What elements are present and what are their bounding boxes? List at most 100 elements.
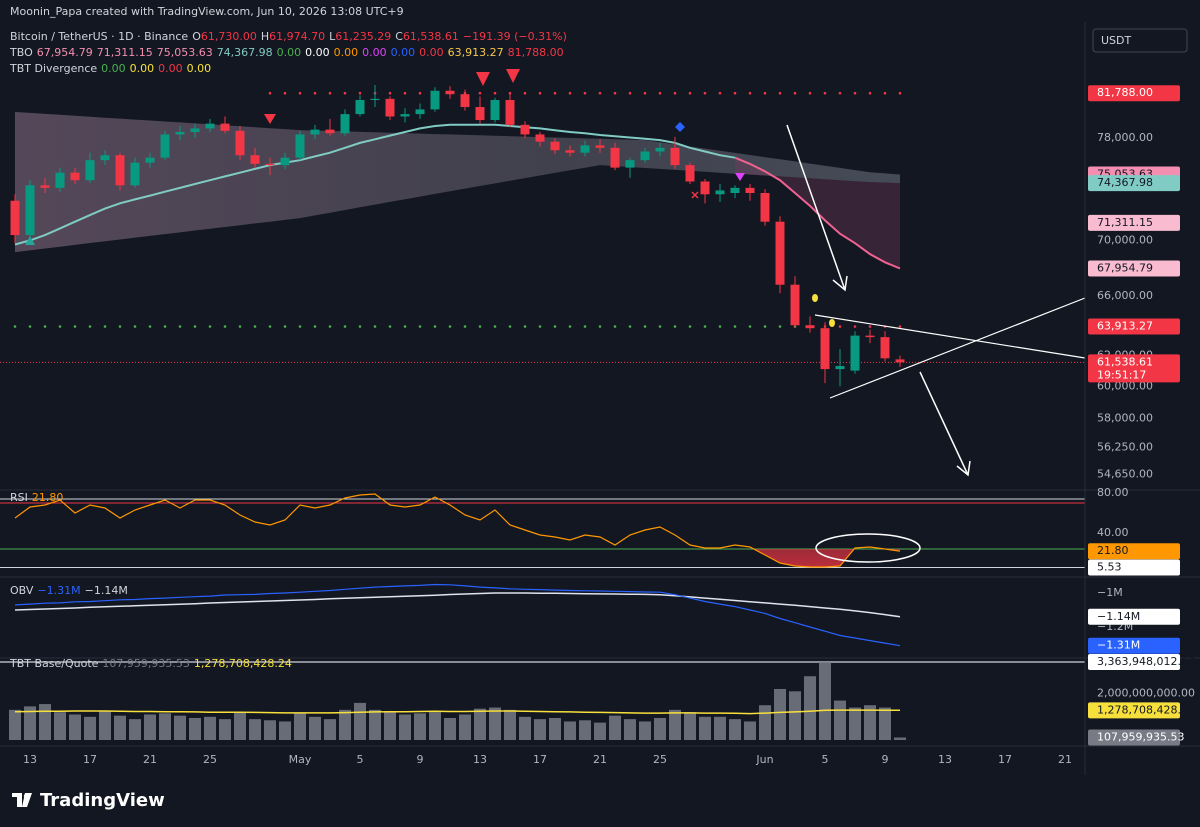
trendline — [829, 297, 1086, 399]
candle-body — [760, 192, 770, 222]
level-dot — [403, 91, 407, 95]
indicator-value: 0.00 — [362, 46, 387, 59]
level-dot — [508, 91, 512, 95]
volume-bar — [354, 702, 366, 740]
volume-bar — [369, 709, 381, 740]
level-dot — [88, 325, 92, 328]
candle-body — [610, 147, 620, 168]
price-badge-label: 71,311.15 — [1097, 216, 1153, 229]
indicator-line: TBO 67,954.79 71,311.15 75,053.63 74,367.98 0… — [10, 46, 568, 62]
candle-body — [745, 187, 755, 193]
level-dot — [583, 91, 587, 95]
level-dot — [703, 91, 707, 95]
volume-bar — [39, 704, 51, 740]
volume-bar — [594, 722, 606, 740]
signal-marker — [476, 72, 490, 86]
level-dot — [898, 91, 902, 95]
price-badge — [1088, 318, 1180, 335]
candle-body — [55, 172, 65, 188]
level-dot — [778, 325, 782, 328]
level-dot — [748, 91, 752, 95]
volume-bar — [534, 719, 546, 740]
volume-bar — [789, 691, 801, 740]
price-badge-label: 5.53 — [1097, 560, 1122, 573]
candle-body — [40, 185, 50, 188]
volume-bar — [129, 719, 141, 740]
indicator-value: 0.00 — [305, 46, 330, 59]
volume-bar — [414, 713, 426, 740]
indicator-value: 0.00 — [419, 46, 444, 59]
ohlc-value: 61,730.00 — [200, 30, 257, 43]
indicator-value: 74,367.98 — [216, 46, 273, 59]
volume-bar — [714, 716, 726, 740]
volume-bar — [654, 717, 666, 740]
pane-title: RSI — [10, 491, 28, 504]
footer — [0, 775, 1200, 827]
x-tick-label: 13 — [473, 753, 487, 766]
price-badge-label: 74,367.98 — [1097, 176, 1153, 189]
level-dot — [778, 91, 782, 95]
y-tick-label: 40.00 — [1097, 526, 1129, 539]
currency-button[interactable] — [1092, 28, 1188, 53]
indicator-value: 0.00 — [101, 62, 126, 75]
level-dot — [268, 91, 272, 95]
level-dot — [598, 325, 602, 328]
level-dot — [898, 325, 902, 328]
candle-body — [505, 100, 515, 125]
level-dot — [688, 91, 692, 95]
level-dot — [583, 325, 587, 328]
signal-marker — [691, 191, 699, 199]
volume-bar — [234, 712, 246, 740]
arrow-head — [956, 460, 971, 477]
level-dot — [883, 91, 887, 95]
y-tick-label: 2,000,000,000.00 — [1097, 687, 1195, 700]
candle-body — [85, 160, 95, 181]
level-dot — [763, 91, 767, 95]
volume-bar — [279, 721, 291, 740]
level-dot — [868, 325, 872, 328]
candle-body — [415, 109, 425, 115]
price-badge — [1088, 637, 1180, 654]
level-dot — [823, 91, 827, 95]
candle-body — [130, 162, 140, 186]
level-dot — [613, 91, 617, 95]
candle-body — [175, 132, 185, 135]
level-dot — [493, 91, 497, 95]
price-badge-label: 81,788.00 — [1097, 86, 1153, 99]
level-dot — [418, 325, 422, 328]
price-badge-label: −1.14M — [1097, 610, 1140, 623]
price-badge — [1088, 175, 1180, 192]
level-dot — [343, 91, 347, 95]
volume-bar — [69, 714, 81, 740]
price-badge — [1088, 354, 1180, 383]
volume-bar — [339, 709, 351, 740]
volume-bar — [309, 716, 321, 740]
candle-body — [550, 141, 560, 151]
indicator-value: 75,053.63 — [156, 46, 213, 59]
level-dot — [838, 91, 842, 95]
candle-body — [355, 100, 365, 115]
pane-value: 21.80 — [31, 491, 64, 504]
obv-line — [14, 583, 901, 647]
volume-bar — [819, 661, 831, 740]
volume-bar — [729, 719, 741, 740]
candle-body — [205, 123, 215, 129]
volume-bar — [9, 709, 21, 740]
candle-body — [655, 147, 665, 152]
ohlc-key: L — [329, 30, 336, 43]
volume-bar — [159, 713, 171, 740]
x-tick-label: Jun — [755, 753, 773, 766]
level-dot — [388, 325, 392, 328]
pane-title: TBT Base/Quote — [10, 657, 99, 670]
level-dot — [148, 325, 152, 328]
y-tick-label: 54,650.00 — [1097, 468, 1153, 481]
countdown: 19:51:17 — [1097, 368, 1146, 381]
volume-bar — [549, 717, 561, 740]
candle-body — [880, 337, 890, 359]
trendline — [814, 314, 1086, 359]
level-dot — [103, 325, 107, 328]
level-dot — [343, 325, 347, 328]
level-dot — [478, 325, 482, 328]
candle-body — [220, 123, 230, 131]
